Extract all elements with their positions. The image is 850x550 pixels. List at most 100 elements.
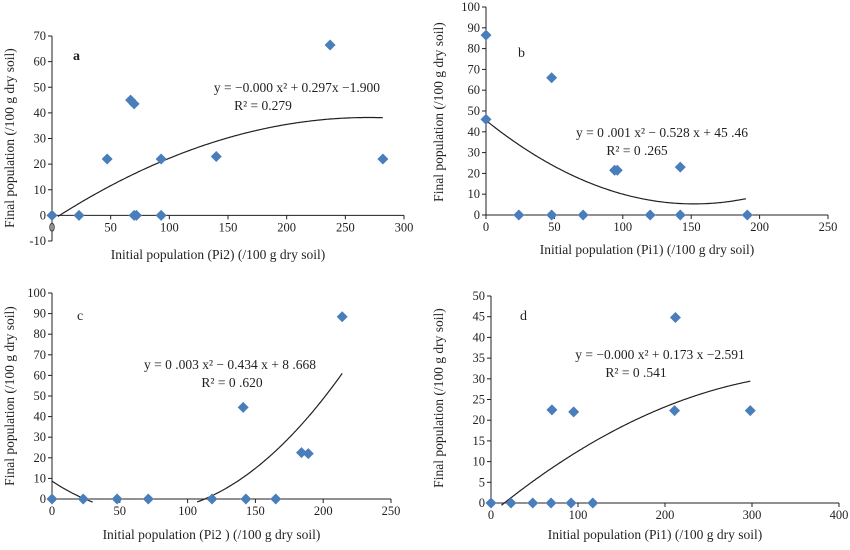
y-axis-title: Final population (/100 g dry soil) <box>2 48 17 228</box>
y-tick-label: 50 <box>473 289 486 303</box>
panel-label: b <box>518 46 525 61</box>
y-tick-label: 40 <box>468 125 481 139</box>
data-point <box>674 209 686 221</box>
data-point <box>505 497 517 509</box>
data-point <box>324 39 336 51</box>
y-tick-label: 70 <box>34 348 47 362</box>
y-axis-title: Final population (/100 g dry soil) <box>431 22 446 202</box>
panel-label: d <box>520 309 527 324</box>
y-tick-label: 90 <box>34 307 47 321</box>
y-tick-label: 10 <box>34 471 47 485</box>
trendline <box>51 373 343 503</box>
data-point <box>741 209 753 221</box>
y-tick-label: -10 <box>29 234 46 248</box>
y-tick-label: 20 <box>468 166 481 180</box>
y-tick-label: 10 <box>468 187 481 201</box>
data-point <box>101 153 113 165</box>
x-tick-label: 0 <box>488 508 494 522</box>
x-tick-label: 0 <box>49 220 55 234</box>
data-point <box>513 209 525 221</box>
data-point <box>644 209 656 221</box>
y-tick-label: 0 <box>474 208 480 222</box>
panel-d: 0 5 10 15 20 25 30 35 40 45 50 0 100 200 300 400 Initial… <box>431 289 848 542</box>
trendline-equation: y = 0 .001 x² − 0.528 x + 45 .46 <box>576 125 748 140</box>
data-point <box>155 209 167 221</box>
data-point <box>296 447 308 459</box>
y-tick-label: 20 <box>34 157 47 171</box>
y-tick-label: 15 <box>473 434 486 448</box>
x-tick-label: 400 <box>830 508 849 522</box>
panel-b: 0 10 20 30 40 50 60 70 80 90 100 0 50 100 150 200 250 Ini… <box>431 0 837 257</box>
x-tick-label: 100 <box>160 220 179 234</box>
y-tick-label: 0 <box>40 492 46 506</box>
trendline <box>57 116 383 217</box>
y-tick-label: 30 <box>473 372 486 386</box>
x-tick-label: 200 <box>314 504 333 518</box>
y-tick-label: 10 <box>473 455 486 469</box>
data-point <box>744 405 756 417</box>
x-axis-title: Initial population (Pi1) (/100 g dry soi… <box>548 527 762 542</box>
y-tick-label: 5 <box>479 475 485 489</box>
y-tick-label: 70 <box>34 29 47 43</box>
trendline <box>501 380 751 506</box>
x-tick-label: 50 <box>114 504 127 518</box>
x-tick-label: 300 <box>743 508 762 522</box>
x-tick-label: 100 <box>178 504 197 518</box>
y-tick-label: 60 <box>468 83 481 97</box>
data-point <box>568 406 580 418</box>
data-point <box>546 404 558 416</box>
y-axis-title: Final population (/100 g dry soil) <box>2 306 17 486</box>
data-point <box>210 150 222 162</box>
data-point <box>302 448 314 460</box>
y-tick-label: 30 <box>34 132 47 146</box>
data-point <box>206 493 218 505</box>
y-tick-label: 40 <box>473 330 486 344</box>
x-tick-label: 250 <box>382 504 401 518</box>
y-tick-label: 80 <box>468 42 481 56</box>
x-tick-label: 50 <box>548 220 561 234</box>
data-point <box>545 497 557 509</box>
data-point <box>46 493 58 505</box>
data-point <box>237 401 249 413</box>
trendline-equation: y = 0 .003 x² − 0.434 x + 8 .668 <box>144 357 316 372</box>
y-tick-label: 0 <box>479 496 485 510</box>
trendline-r2: R² = 0 .620 <box>201 375 262 390</box>
y-tick-label: 25 <box>473 393 486 407</box>
data-point <box>611 164 623 176</box>
y-axis-title: Final population (/100 g dry soil) <box>431 308 446 488</box>
data-point <box>669 312 681 324</box>
x-axis-title: Initial population (Pi2 ) (/100 g dry so… <box>103 527 321 542</box>
x-tick-label: 100 <box>569 508 588 522</box>
trendline-r2: R² = 0 .265 <box>606 143 667 158</box>
trendline-r2: R² = 0 .541 <box>605 365 666 380</box>
y-tick-label: 100 <box>27 286 46 300</box>
y-tick-label: 50 <box>468 104 481 118</box>
y-tick-label: 10 <box>34 183 47 197</box>
x-tick-label: 150 <box>219 220 238 234</box>
y-tick-label: 20 <box>473 413 486 427</box>
panel-label: c <box>77 309 83 324</box>
x-axis-title: Initial population (Pi1) (/100 g dry soi… <box>540 242 754 257</box>
data-point <box>480 113 492 125</box>
data-point <box>674 161 686 173</box>
data-point <box>128 98 140 110</box>
x-tick-label: 0 <box>483 220 489 234</box>
y-tick-label: 90 <box>468 21 481 35</box>
data-point <box>240 493 252 505</box>
y-tick-label: 60 <box>34 368 47 382</box>
x-tick-label: 200 <box>656 508 675 522</box>
trendline-equation: y = −0.000 x² + 0.173 x −2.591 <box>575 347 745 362</box>
data-point <box>73 209 85 221</box>
data-point <box>155 153 167 165</box>
x-tick-label: 250 <box>336 220 355 234</box>
y-tick-label: 0 <box>40 208 46 222</box>
trendline <box>485 119 747 205</box>
trendline-r2: R² = 0.279 <box>234 98 292 113</box>
x-tick-label: 0 <box>49 504 55 518</box>
y-tick-label: 50 <box>34 80 47 94</box>
y-tick-label: 80 <box>34 327 47 341</box>
data-point <box>565 497 577 509</box>
x-tick-label: 300 <box>395 220 414 234</box>
